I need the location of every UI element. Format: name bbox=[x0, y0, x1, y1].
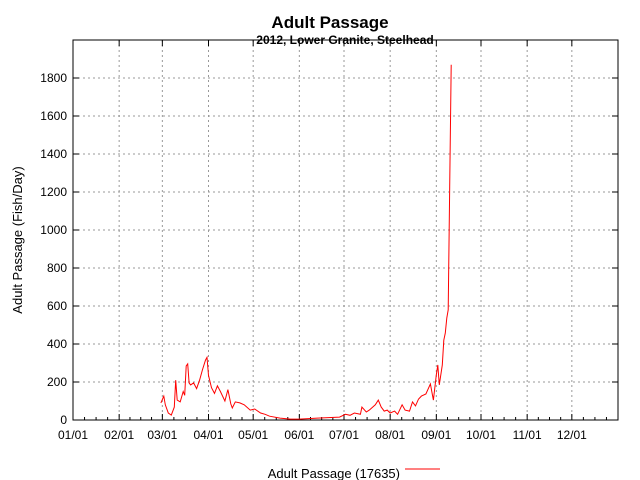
y-tick-label: 1600 bbox=[40, 109, 67, 123]
y-tick-label: 1000 bbox=[40, 223, 67, 237]
y-tick-label: 1200 bbox=[40, 185, 67, 199]
grid bbox=[73, 40, 618, 420]
x-tick-label: 06/01 bbox=[284, 428, 314, 442]
x-tick-label: 02/01 bbox=[104, 428, 134, 442]
chart-subtitle: 2012, Lower Granite, Steelhead bbox=[256, 33, 433, 47]
x-tick-label: 08/01 bbox=[375, 428, 405, 442]
y-axis-label: Adult Passage (Fish/Day) bbox=[10, 166, 25, 313]
y-tick-label: 1800 bbox=[40, 71, 67, 85]
y-tick-label: 600 bbox=[47, 299, 67, 313]
y-tick-label: 800 bbox=[47, 261, 67, 275]
y-tick-label: 1400 bbox=[40, 147, 67, 161]
x-tick-label: 10/01 bbox=[466, 428, 496, 442]
x-tick-label: 12/01 bbox=[557, 428, 587, 442]
y-tick-label: 400 bbox=[47, 337, 67, 351]
chart-title: Adult Passage bbox=[271, 13, 388, 32]
x-tick-label: 03/01 bbox=[147, 428, 177, 442]
series-line-adult-passage bbox=[160, 64, 452, 420]
y-axis: 0 200 400 600 800 1000 1200 1400 1600 1800 bbox=[40, 71, 618, 427]
x-tick-label: 01/01 bbox=[58, 428, 88, 442]
x-axis: 01/01 02/01 03/01 04/01 05/01 06/01 07/01 08/01… bbox=[58, 40, 607, 442]
x-tick-label: 07/01 bbox=[329, 428, 359, 442]
x-tick-label: 09/01 bbox=[421, 428, 451, 442]
x-tick-label: 11/01 bbox=[513, 428, 542, 442]
x-tick-label: 04/01 bbox=[193, 428, 223, 442]
legend-label: Adult Passage (17635) bbox=[268, 466, 400, 480]
x-tick-label: 05/01 bbox=[238, 428, 268, 442]
legend: Adult Passage (17635) bbox=[268, 466, 440, 480]
y-tick-label: 200 bbox=[47, 375, 67, 389]
y-tick-label: 0 bbox=[60, 413, 67, 427]
